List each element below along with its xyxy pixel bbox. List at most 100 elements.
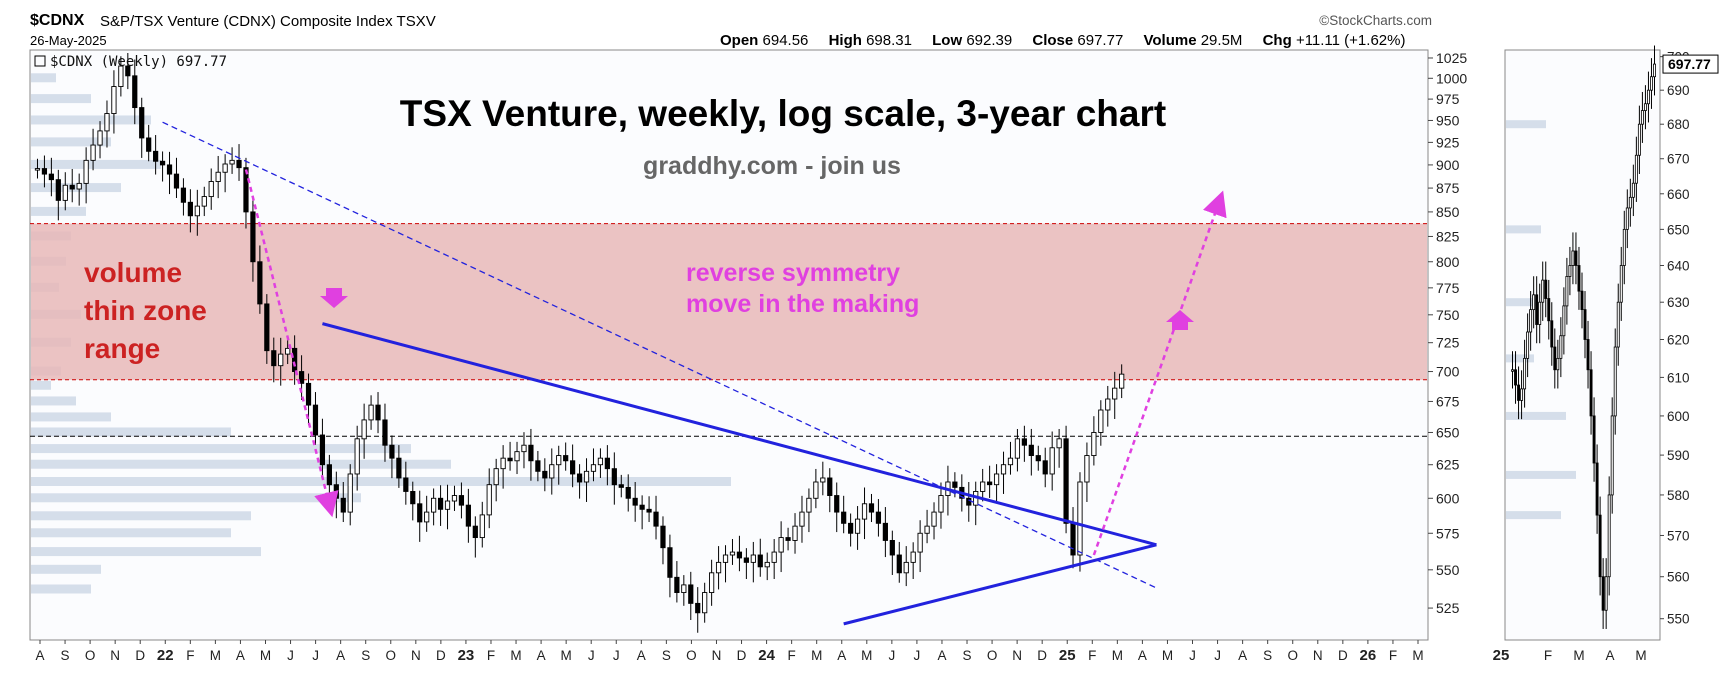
close-label: Close [1032, 32, 1074, 49]
side-y-tick-label: 650 [1667, 222, 1690, 237]
side-x-tick-label: A [1605, 648, 1614, 663]
side-candle [1653, 63, 1656, 78]
y-tick-label: 1025 [1436, 50, 1467, 66]
x-tick-label: S [361, 648, 370, 663]
triangle-lower-line [843, 543, 1157, 626]
candle [1091, 432, 1097, 457]
candle [931, 511, 937, 527]
candle [611, 468, 617, 486]
side-candle [1625, 207, 1629, 230]
x-tick-label: J [287, 648, 294, 663]
candle [903, 561, 909, 574]
x-tick-label: S [662, 648, 671, 663]
side-candle [1574, 250, 1578, 266]
side-candle [1559, 335, 1563, 359]
low-value: 692.39 [966, 32, 1013, 49]
side-candle [1565, 276, 1569, 307]
y-tick-label: 850 [1436, 204, 1460, 220]
candle [278, 353, 284, 367]
candle [507, 457, 513, 462]
x-tick-label: M [1112, 648, 1123, 663]
high-value: 698.31 [866, 32, 912, 49]
candle [166, 164, 173, 175]
candle [917, 532, 923, 553]
candle [236, 159, 242, 169]
legend-swatch [34, 55, 46, 67]
candle [771, 551, 777, 563]
x-tick-label: J [588, 648, 595, 663]
y-tick-label: 975 [1436, 91, 1460, 107]
x-tick-label: F [1389, 648, 1397, 663]
candle [139, 107, 145, 139]
candle [875, 511, 882, 524]
side-candle [1604, 576, 1608, 611]
side-candle [1607, 494, 1611, 578]
y-tick-label: 675 [1436, 393, 1460, 409]
side-candle [1643, 103, 1647, 111]
candle [848, 522, 854, 534]
candle [264, 303, 270, 352]
volume-by-price-bar [31, 427, 231, 437]
x-tick-label: M [811, 648, 822, 663]
volume-by-price-bar [31, 444, 411, 454]
side-y-tick-label: 670 [1667, 152, 1690, 167]
side-y-tick-label: 580 [1667, 488, 1690, 503]
candle [465, 504, 471, 527]
x-tick-label: A [336, 648, 345, 663]
side-candle [1601, 576, 1605, 611]
ohlc-readout: Open 694.56 High 698.31 Low 692.39 Close… [720, 32, 1421, 49]
candle [806, 497, 812, 513]
volume-by-price-bar [31, 493, 361, 503]
candle [104, 113, 110, 132]
candle [750, 554, 756, 563]
x-tick-label: J [914, 648, 921, 663]
side-candle [1550, 320, 1554, 348]
side-candle [1646, 89, 1650, 105]
candle [535, 460, 541, 472]
side-candle [1610, 415, 1614, 496]
candle [159, 160, 166, 166]
volume-by-price-bar [31, 476, 731, 486]
candle [472, 525, 478, 539]
side-candle [1628, 196, 1632, 209]
chart-title: TSX Venture, weekly, log scale, 3-year c… [400, 93, 1166, 134]
close-value: 697.77 [1077, 32, 1124, 49]
candle [493, 468, 499, 486]
side-candle [1562, 305, 1566, 337]
y-tick-label: 900 [1436, 157, 1460, 173]
candle [910, 551, 916, 563]
candle [153, 150, 159, 162]
candle [688, 584, 694, 604]
x-tick-label: J [1214, 648, 1221, 663]
exchange: TSXV [396, 13, 436, 30]
candle [486, 484, 492, 516]
candle [389, 444, 395, 459]
volume-by-price-bar [31, 94, 91, 104]
candle [653, 511, 659, 527]
index-name: S&P/TSX Venture (CDNX) Composite Index T… [100, 13, 436, 30]
candle [424, 511, 430, 523]
candle [1112, 387, 1118, 400]
candle [215, 171, 221, 182]
zone-label-line: range [84, 333, 160, 364]
candle [702, 592, 708, 614]
candle [69, 184, 75, 190]
candle [173, 173, 180, 189]
side-candle [1577, 265, 1581, 292]
zone-label-line: thin zone [84, 295, 207, 326]
candle [1007, 457, 1014, 466]
side-candle [1616, 301, 1620, 348]
volume-value: 29.5M [1200, 32, 1243, 49]
candle [1014, 438, 1021, 459]
candle [62, 184, 68, 201]
candle [889, 540, 895, 556]
candle [1056, 438, 1062, 449]
side-y-tick-label: 680 [1667, 117, 1690, 132]
y-tick-label: 925 [1436, 134, 1460, 150]
candle [34, 168, 41, 171]
candle [695, 602, 701, 614]
candle [1105, 398, 1111, 411]
chg-label: Chg [1262, 32, 1292, 49]
candle [146, 137, 152, 152]
